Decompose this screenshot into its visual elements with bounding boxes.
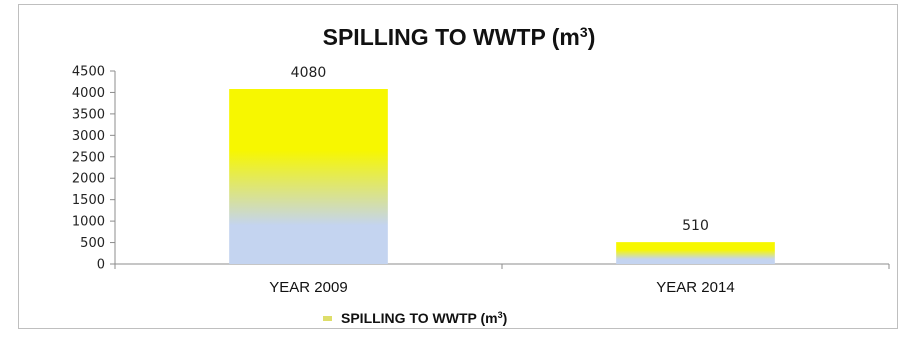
y-tick-label: 0 xyxy=(97,258,105,273)
y-tick-label: 2500 xyxy=(72,150,105,165)
y-tick-label: 500 xyxy=(80,236,105,251)
chart-title: SPILLING TO WWTP (m3) xyxy=(323,24,596,50)
legend-label: SPILLING TO WWTP (m3) xyxy=(341,310,507,326)
y-tick-label: 2000 xyxy=(72,172,105,187)
y-tick-label: 4500 xyxy=(72,65,105,80)
bar xyxy=(229,89,388,264)
category-label: YEAR 2009 xyxy=(269,279,347,296)
y-tick-label: 4000 xyxy=(72,86,105,101)
y-tick-label: 3500 xyxy=(72,107,105,122)
x-axis xyxy=(115,264,889,269)
bar xyxy=(616,242,775,264)
legend-swatch xyxy=(323,316,332,321)
data-label: 510 xyxy=(682,218,709,234)
legend: SPILLING TO WWTP (m3) xyxy=(323,310,507,326)
category-label: YEAR 2014 xyxy=(656,279,734,296)
data-label: 4080 xyxy=(291,65,327,81)
chart-area: SPILLING TO WWTP (m3) 0 500 1000 1500 2000 25… xyxy=(18,4,898,329)
y-tick-label: 1500 xyxy=(72,193,105,208)
y-axis: 0 500 1000 1500 2000 2500 3000 3500 4000 4500 xyxy=(72,65,115,273)
chart-title-superscript: 3 xyxy=(580,24,588,40)
y-tick-label: 3000 xyxy=(72,129,105,144)
category-labels: YEAR 2009 YEAR 2014 xyxy=(269,279,734,296)
bars xyxy=(229,89,775,264)
chart: SPILLING TO WWTP (m3) 0 500 1000 1500 2000 25… xyxy=(19,5,899,330)
y-tick-label: 1000 xyxy=(72,215,105,230)
